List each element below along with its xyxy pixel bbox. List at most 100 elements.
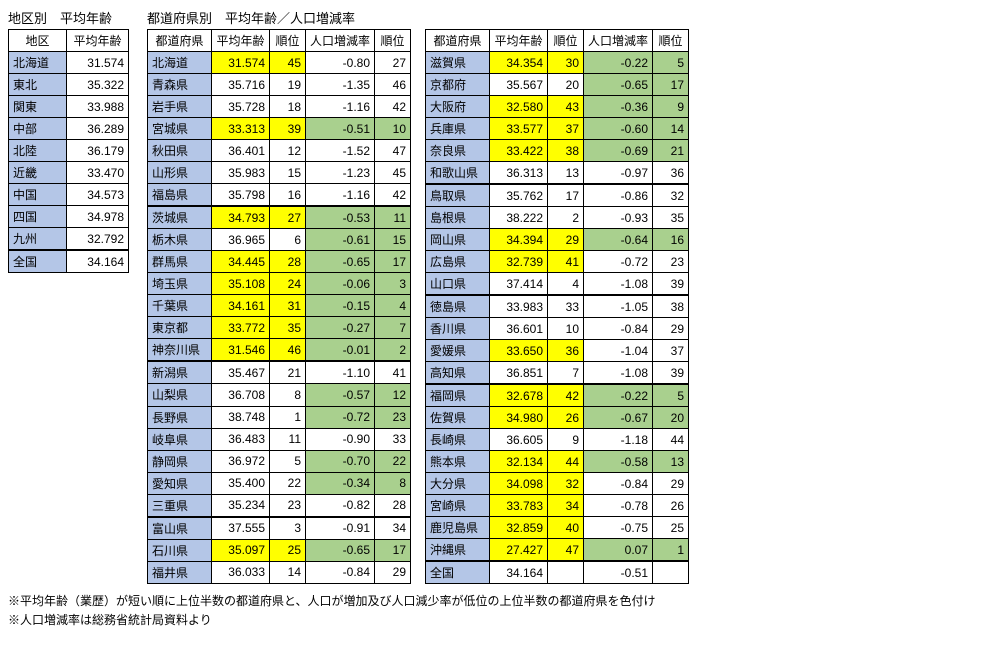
pref-age: 33.577 <box>490 118 548 140</box>
table-row: 鹿児島県32.85940-0.7525 <box>426 517 689 539</box>
table-row: 長野県38.7481-0.7223 <box>148 406 411 428</box>
pref-name: 静岡県 <box>148 450 212 472</box>
pref-age-rank: 39 <box>270 118 306 140</box>
pref-rate-rank: 8 <box>375 472 411 494</box>
pref-rate-rank: 17 <box>653 74 689 96</box>
pref-name: 沖縄県 <box>426 539 490 562</box>
pref-age-rank: 36 <box>548 340 584 362</box>
pref-rate-rank <box>653 561 689 584</box>
pref-name: 千葉県 <box>148 295 212 317</box>
pref-age-rank: 31 <box>270 295 306 317</box>
pref-rate: -0.64 <box>584 229 653 251</box>
pref-rate: -0.93 <box>584 207 653 229</box>
pref-name: 富山県 <box>148 517 212 540</box>
pref-age: 34.394 <box>490 229 548 251</box>
table-row: 中国34.573 <box>9 184 129 206</box>
th-rank2: 順位 <box>653 30 689 52</box>
pref-age: 35.234 <box>212 494 270 517</box>
region-age: 35.322 <box>67 74 129 96</box>
pref-rate-rank: 17 <box>375 539 411 561</box>
table-row: 茨城県34.79327-0.5311 <box>148 206 411 229</box>
table-row: 滋賀県34.35430-0.225 <box>426 52 689 74</box>
pref-age: 36.483 <box>212 428 270 450</box>
pref-name: 広島県 <box>426 251 490 273</box>
pref-rate-rank: 26 <box>653 495 689 517</box>
pref-age-rank: 13 <box>548 162 584 185</box>
pref-rate-rank: 33 <box>375 428 411 450</box>
pref-rate-rank: 22 <box>375 450 411 472</box>
pref-age-rank: 47 <box>548 539 584 562</box>
pref-age: 33.772 <box>212 317 270 339</box>
pref-name: 茨城県 <box>148 206 212 229</box>
table-row: 青森県35.71619-1.3546 <box>148 74 411 96</box>
pref-age-rank: 32 <box>548 473 584 495</box>
region-age: 34.978 <box>67 206 129 228</box>
pref-name: 神奈川県 <box>148 339 212 362</box>
table-row: 福井県36.03314-0.8429 <box>148 561 411 583</box>
th-pop-rate: 人口増減率 <box>306 30 375 52</box>
pref-name: 大分県 <box>426 473 490 495</box>
pref-rate: -0.01 <box>306 339 375 362</box>
pref-age: 34.098 <box>490 473 548 495</box>
pref-age: 32.859 <box>490 517 548 539</box>
table-row: 島根県38.2222-0.9335 <box>426 207 689 229</box>
pref-rate: -0.60 <box>584 118 653 140</box>
table-row: 福岡県32.67842-0.225 <box>426 384 689 407</box>
pref-rate: -0.36 <box>584 96 653 118</box>
pref-rate-rank: 5 <box>653 384 689 407</box>
pref-age: 32.739 <box>490 251 548 273</box>
pref-rate: -1.52 <box>306 140 375 162</box>
pref-name: 和歌山県 <box>426 162 490 185</box>
pref-rate-rank: 32 <box>653 184 689 207</box>
region-name: 関東 <box>9 96 67 118</box>
pref-rate-rank: 20 <box>653 407 689 429</box>
pref-name: 栃木県 <box>148 229 212 251</box>
pref-name: 山口県 <box>426 273 490 296</box>
table-row: 北海道31.57445-0.8027 <box>148 52 411 74</box>
table-row: 岡山県34.39429-0.6416 <box>426 229 689 251</box>
table-row: 東北35.322 <box>9 74 129 96</box>
region-table: 地区 平均年齢 北海道31.574東北35.322関東33.988中部36.28… <box>8 29 129 273</box>
pref-age-rank: 21 <box>270 361 306 384</box>
pref-rate-rank: 4 <box>375 295 411 317</box>
page: 地区別 平均年齢 地区 平均年齢 北海道31.574東北35.322関東33.9… <box>8 8 992 630</box>
table-row: 沖縄県27.427470.071 <box>426 539 689 562</box>
pref-age: 33.983 <box>490 295 548 318</box>
pref-age: 37.414 <box>490 273 548 296</box>
pref-rate-rank: 46 <box>375 74 411 96</box>
pref-age: 34.354 <box>490 52 548 74</box>
pref-rate: -1.35 <box>306 74 375 96</box>
pref-age-rank: 34 <box>548 495 584 517</box>
pref-name: 鳥取県 <box>426 184 490 207</box>
pref-name: 石川県 <box>148 539 212 561</box>
pref-rate: -0.65 <box>306 251 375 273</box>
th-avg-age: 平均年齢 <box>67 30 129 52</box>
region-name: 全国 <box>9 250 67 273</box>
table-row: 鳥取県35.76217-0.8632 <box>426 184 689 207</box>
pref-rate-rank: 5 <box>653 52 689 74</box>
table-row: 関東33.988 <box>9 96 129 118</box>
table-row: 大阪府32.58043-0.369 <box>426 96 689 118</box>
pref-name: 群馬県 <box>148 251 212 273</box>
region-age: 36.289 <box>67 118 129 140</box>
region-age: 33.470 <box>67 162 129 184</box>
pref-name: 愛知県 <box>148 472 212 494</box>
pref-rate: -0.91 <box>306 517 375 540</box>
table-row: 中部36.289 <box>9 118 129 140</box>
table-row: 愛媛県33.65036-1.0437 <box>426 340 689 362</box>
pref-age: 31.546 <box>212 339 270 362</box>
pref-rate-rank: 42 <box>375 96 411 118</box>
pref-name: 愛媛県 <box>426 340 490 362</box>
th-avg-age: 平均年齢 <box>212 30 270 52</box>
pref-age: 32.134 <box>490 451 548 473</box>
pref-rate-rank: 45 <box>375 162 411 184</box>
table-row: 奈良県33.42238-0.6921 <box>426 140 689 162</box>
pref-age: 33.783 <box>490 495 548 517</box>
region-age: 36.179 <box>67 140 129 162</box>
pref-rate: -0.75 <box>584 517 653 539</box>
pref-rate-rank: 37 <box>653 340 689 362</box>
pref-name: 大阪府 <box>426 96 490 118</box>
pref-age-rank: 16 <box>270 184 306 207</box>
pref-rate: -0.69 <box>584 140 653 162</box>
pref-rate: -0.72 <box>306 406 375 428</box>
